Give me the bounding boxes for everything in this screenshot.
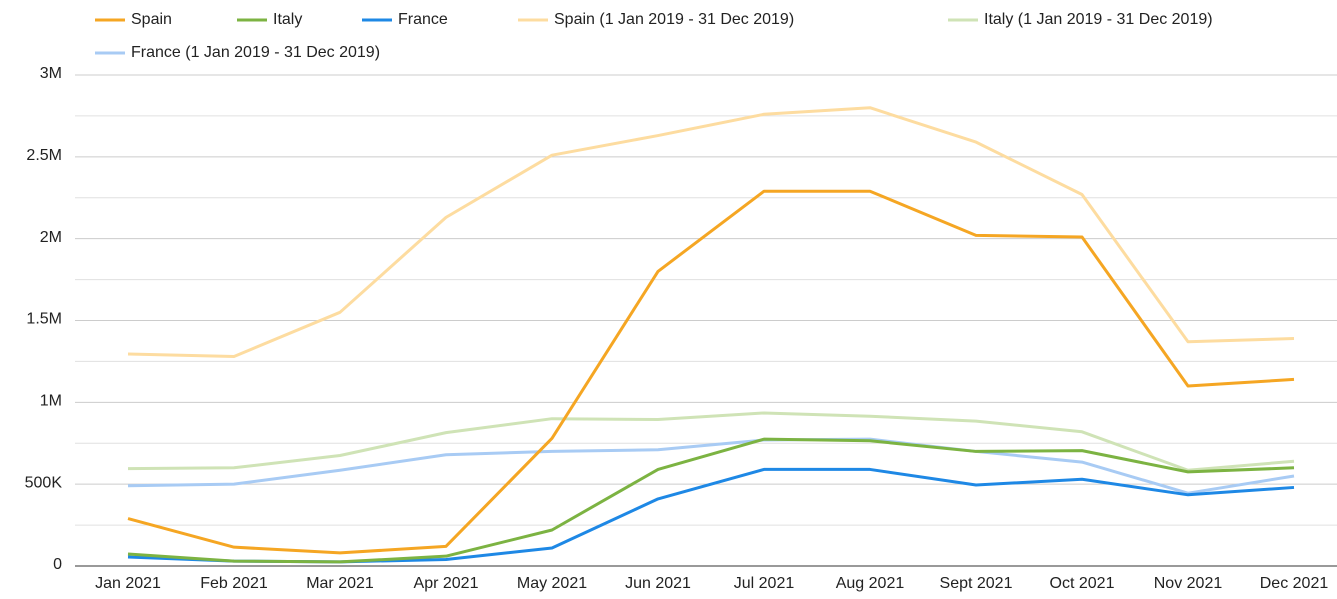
x-tick-label: Feb 2021: [200, 575, 268, 592]
x-tick-label: Jun 2021: [625, 575, 691, 592]
legend-label: Italy: [273, 11, 302, 28]
legend-label: France (1 Jan 2019 - 31 Dec 2019): [131, 44, 380, 61]
x-tick-label: Aug 2021: [836, 575, 905, 592]
x-tick-label: Jul 2021: [734, 575, 795, 592]
legend-label: Italy (1 Jan 2019 - 31 Dec 2019): [984, 11, 1213, 28]
x-tick-label: Sept 2021: [940, 575, 1013, 592]
x-tick-label: Apr 2021: [414, 575, 479, 592]
y-tick-label: 0: [53, 556, 62, 573]
x-tick-label: Oct 2021: [1050, 575, 1115, 592]
y-tick-label: 2M: [40, 229, 62, 246]
x-tick-label: Nov 2021: [1154, 575, 1223, 592]
series-line: [127, 437, 1295, 564]
legend-label: France: [398, 11, 448, 28]
series-line: [127, 106, 1295, 359]
legend-label: Spain: [131, 11, 172, 28]
y-tick-label: 3M: [40, 65, 62, 82]
series-line: [127, 189, 1295, 555]
y-tick-label: 500K: [25, 474, 63, 491]
x-tick-label: Dec 2021: [1260, 575, 1329, 592]
series-line: [127, 437, 1295, 495]
x-tick-label: Mar 2021: [306, 575, 374, 592]
x-tick-label: May 2021: [517, 575, 587, 592]
legend-label: Spain (1 Jan 2019 - 31 Dec 2019): [554, 11, 794, 28]
y-tick-label: 2.5M: [26, 147, 62, 164]
series-line: [127, 411, 1295, 472]
x-tick-label: Jan 2021: [95, 575, 161, 592]
y-tick-label: 1M: [40, 393, 62, 410]
series-line: [127, 467, 1295, 564]
y-tick-label: 1.5M: [26, 311, 62, 328]
